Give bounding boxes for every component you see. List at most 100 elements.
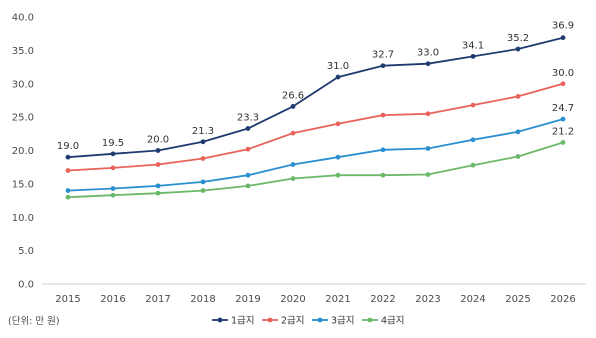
data-point bbox=[425, 172, 431, 177]
data-point bbox=[380, 147, 386, 153]
x-tick-label: 2022 bbox=[370, 294, 395, 305]
data-point bbox=[560, 35, 566, 41]
y-tick-label: 0.0 bbox=[18, 280, 34, 291]
data-point bbox=[200, 179, 206, 185]
data-point bbox=[65, 188, 71, 193]
legend-label: 1급지 bbox=[231, 316, 255, 327]
data-label: 30.0 bbox=[552, 68, 574, 79]
data-point bbox=[335, 172, 341, 178]
x-tick-label: 2018 bbox=[190, 294, 215, 305]
y-tick-label: 40.0 bbox=[12, 13, 34, 24]
data-label: 26.6 bbox=[282, 90, 304, 101]
x-tick-label: 2023 bbox=[415, 294, 440, 305]
data-point bbox=[515, 94, 521, 99]
data-point bbox=[200, 156, 206, 161]
data-point bbox=[155, 183, 161, 189]
legend-label: 3급지 bbox=[331, 316, 355, 327]
data-label: 24.7 bbox=[552, 103, 574, 114]
data-label: 19.0 bbox=[57, 141, 79, 152]
legend-label: 4급지 bbox=[381, 316, 405, 327]
data-point bbox=[515, 154, 521, 159]
data-point bbox=[515, 129, 521, 135]
legend-marker bbox=[217, 317, 223, 323]
data-point bbox=[560, 81, 566, 87]
data-point bbox=[110, 165, 116, 171]
legend-marker bbox=[317, 317, 323, 323]
y-tick-label: 5.0 bbox=[18, 246, 34, 257]
data-point bbox=[515, 46, 521, 52]
data-point bbox=[245, 126, 251, 131]
x-tick-label: 2017 bbox=[145, 294, 170, 305]
data-label: 33.0 bbox=[417, 48, 439, 59]
data-label: 36.9 bbox=[552, 21, 574, 32]
series-line bbox=[67, 141, 564, 199]
data-label: 19.5 bbox=[102, 138, 124, 149]
data-point bbox=[155, 162, 161, 167]
data-point bbox=[200, 188, 206, 193]
data-point bbox=[380, 63, 386, 69]
y-tick-label: 30.0 bbox=[12, 79, 34, 90]
data-point bbox=[470, 137, 476, 143]
series-line bbox=[67, 118, 564, 192]
data-point bbox=[245, 146, 251, 152]
data-point bbox=[560, 140, 566, 145]
data-point bbox=[470, 53, 476, 59]
data-label: 32.7 bbox=[372, 50, 394, 61]
data-point bbox=[470, 102, 476, 108]
data-point bbox=[290, 176, 296, 181]
x-tick-label: 2025 bbox=[505, 294, 530, 305]
data-point bbox=[335, 121, 341, 127]
y-tick-label: 20.0 bbox=[12, 146, 34, 157]
x-tick-label: 2015 bbox=[55, 294, 80, 305]
data-point bbox=[380, 172, 386, 178]
data-point bbox=[335, 154, 341, 160]
data-point bbox=[470, 162, 476, 168]
data-point bbox=[245, 183, 251, 189]
data-label: 34.1 bbox=[462, 40, 484, 51]
x-axis: 2015 2016 2017 2018 2019 2020 2021 2022 2023 2024… bbox=[42, 283, 586, 305]
y-axis: 0.0 5.0 10.0 15.0 20.0 25.0 30.0 35.0 40.0 bbox=[12, 13, 34, 291]
data-point bbox=[425, 111, 431, 117]
data-point bbox=[155, 148, 161, 153]
data-point bbox=[335, 74, 341, 80]
series-line bbox=[67, 36, 564, 159]
legend-marker bbox=[367, 317, 373, 323]
data-label: 21.2 bbox=[552, 126, 574, 137]
data-point bbox=[425, 61, 431, 67]
data-point bbox=[290, 162, 296, 167]
legend-marker bbox=[267, 317, 273, 323]
series-lines bbox=[65, 35, 566, 200]
x-tick-label: 2016 bbox=[100, 294, 125, 305]
data-point bbox=[65, 168, 71, 173]
y-tick-label: 15.0 bbox=[12, 179, 34, 190]
data-point bbox=[290, 104, 296, 109]
y-tick-label: 25.0 bbox=[12, 113, 34, 124]
data-point bbox=[380, 112, 386, 118]
data-label: 23.3 bbox=[237, 112, 259, 123]
data-label: 20.0 bbox=[147, 135, 169, 146]
data-point bbox=[425, 146, 431, 151]
x-tick-label: 2020 bbox=[280, 294, 305, 305]
legend-label: 2급지 bbox=[281, 316, 305, 327]
unit-label: (단위: 만 원) bbox=[8, 315, 60, 327]
data-point bbox=[110, 151, 116, 157]
y-tick-label: 10.0 bbox=[12, 213, 34, 224]
data-labels: 19.0 19.5 20.0 21.3 23.3 26.6 31.0 32.7 33.0 34.1… bbox=[57, 21, 574, 152]
data-label: 21.3 bbox=[192, 126, 214, 137]
data-point bbox=[245, 172, 251, 178]
data-point bbox=[110, 186, 116, 191]
data-label: 31.0 bbox=[327, 61, 349, 72]
x-tick-label: 2026 bbox=[550, 294, 575, 305]
data-label: 35.2 bbox=[507, 33, 529, 44]
legend: 1급지 2급지 3급지 4급지 bbox=[212, 316, 405, 327]
data-point bbox=[155, 190, 161, 196]
x-tick-label: 2019 bbox=[235, 294, 260, 305]
x-tick-label: 2024 bbox=[460, 294, 485, 305]
data-point bbox=[65, 154, 71, 160]
data-point bbox=[200, 139, 206, 145]
data-point bbox=[65, 194, 71, 200]
data-point bbox=[290, 130, 296, 136]
y-tick-label: 35.0 bbox=[12, 46, 34, 57]
